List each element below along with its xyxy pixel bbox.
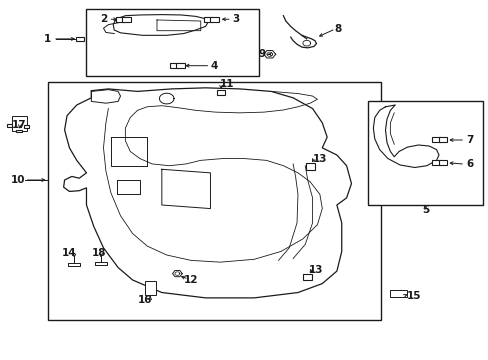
Bar [47, 82, 380, 320]
Text: 4: 4 [210, 61, 218, 71]
Text: 17: 17 [12, 120, 27, 130]
Text: 9: 9 [259, 49, 265, 59]
Text: 13: 13 [308, 265, 323, 275]
Bar [203, 17, 212, 22]
Text: 8: 8 [333, 24, 341, 34]
Bar [431, 160, 440, 165]
Text: 1: 1 [44, 34, 51, 44]
Bar [438, 160, 447, 165]
Bar [122, 17, 131, 22]
Bar [24, 125, 29, 128]
Bar [176, 63, 184, 68]
Text: 11: 11 [220, 78, 234, 89]
Text: 16: 16 [137, 295, 152, 305]
Bar [217, 90, 224, 95]
Bar [12, 116, 27, 131]
Text: 10: 10 [11, 175, 25, 185]
Text: 2: 2 [100, 14, 107, 24]
Text: 14: 14 [62, 248, 77, 258]
Text: 3: 3 [232, 14, 240, 24]
Text: 7: 7 [465, 135, 472, 145]
Text: 6: 6 [465, 159, 472, 169]
Bar [303, 274, 311, 280]
Bar [7, 124, 12, 127]
Text: 13: 13 [312, 154, 326, 163]
Bar [86, 9, 259, 76]
Bar [144, 281, 155, 295]
Bar [116, 17, 124, 22]
Text: 5: 5 [421, 205, 428, 215]
Bar [209, 17, 218, 22]
Bar [305, 163, 314, 170]
Bar [438, 138, 447, 143]
Text: 15: 15 [406, 291, 420, 301]
Bar [76, 37, 84, 41]
Bar [368, 102, 482, 205]
Text: 12: 12 [183, 275, 198, 285]
Bar [169, 63, 178, 68]
Bar [431, 138, 440, 143]
Bar [17, 130, 22, 132]
Text: 18: 18 [91, 248, 106, 258]
Bar [389, 290, 407, 297]
